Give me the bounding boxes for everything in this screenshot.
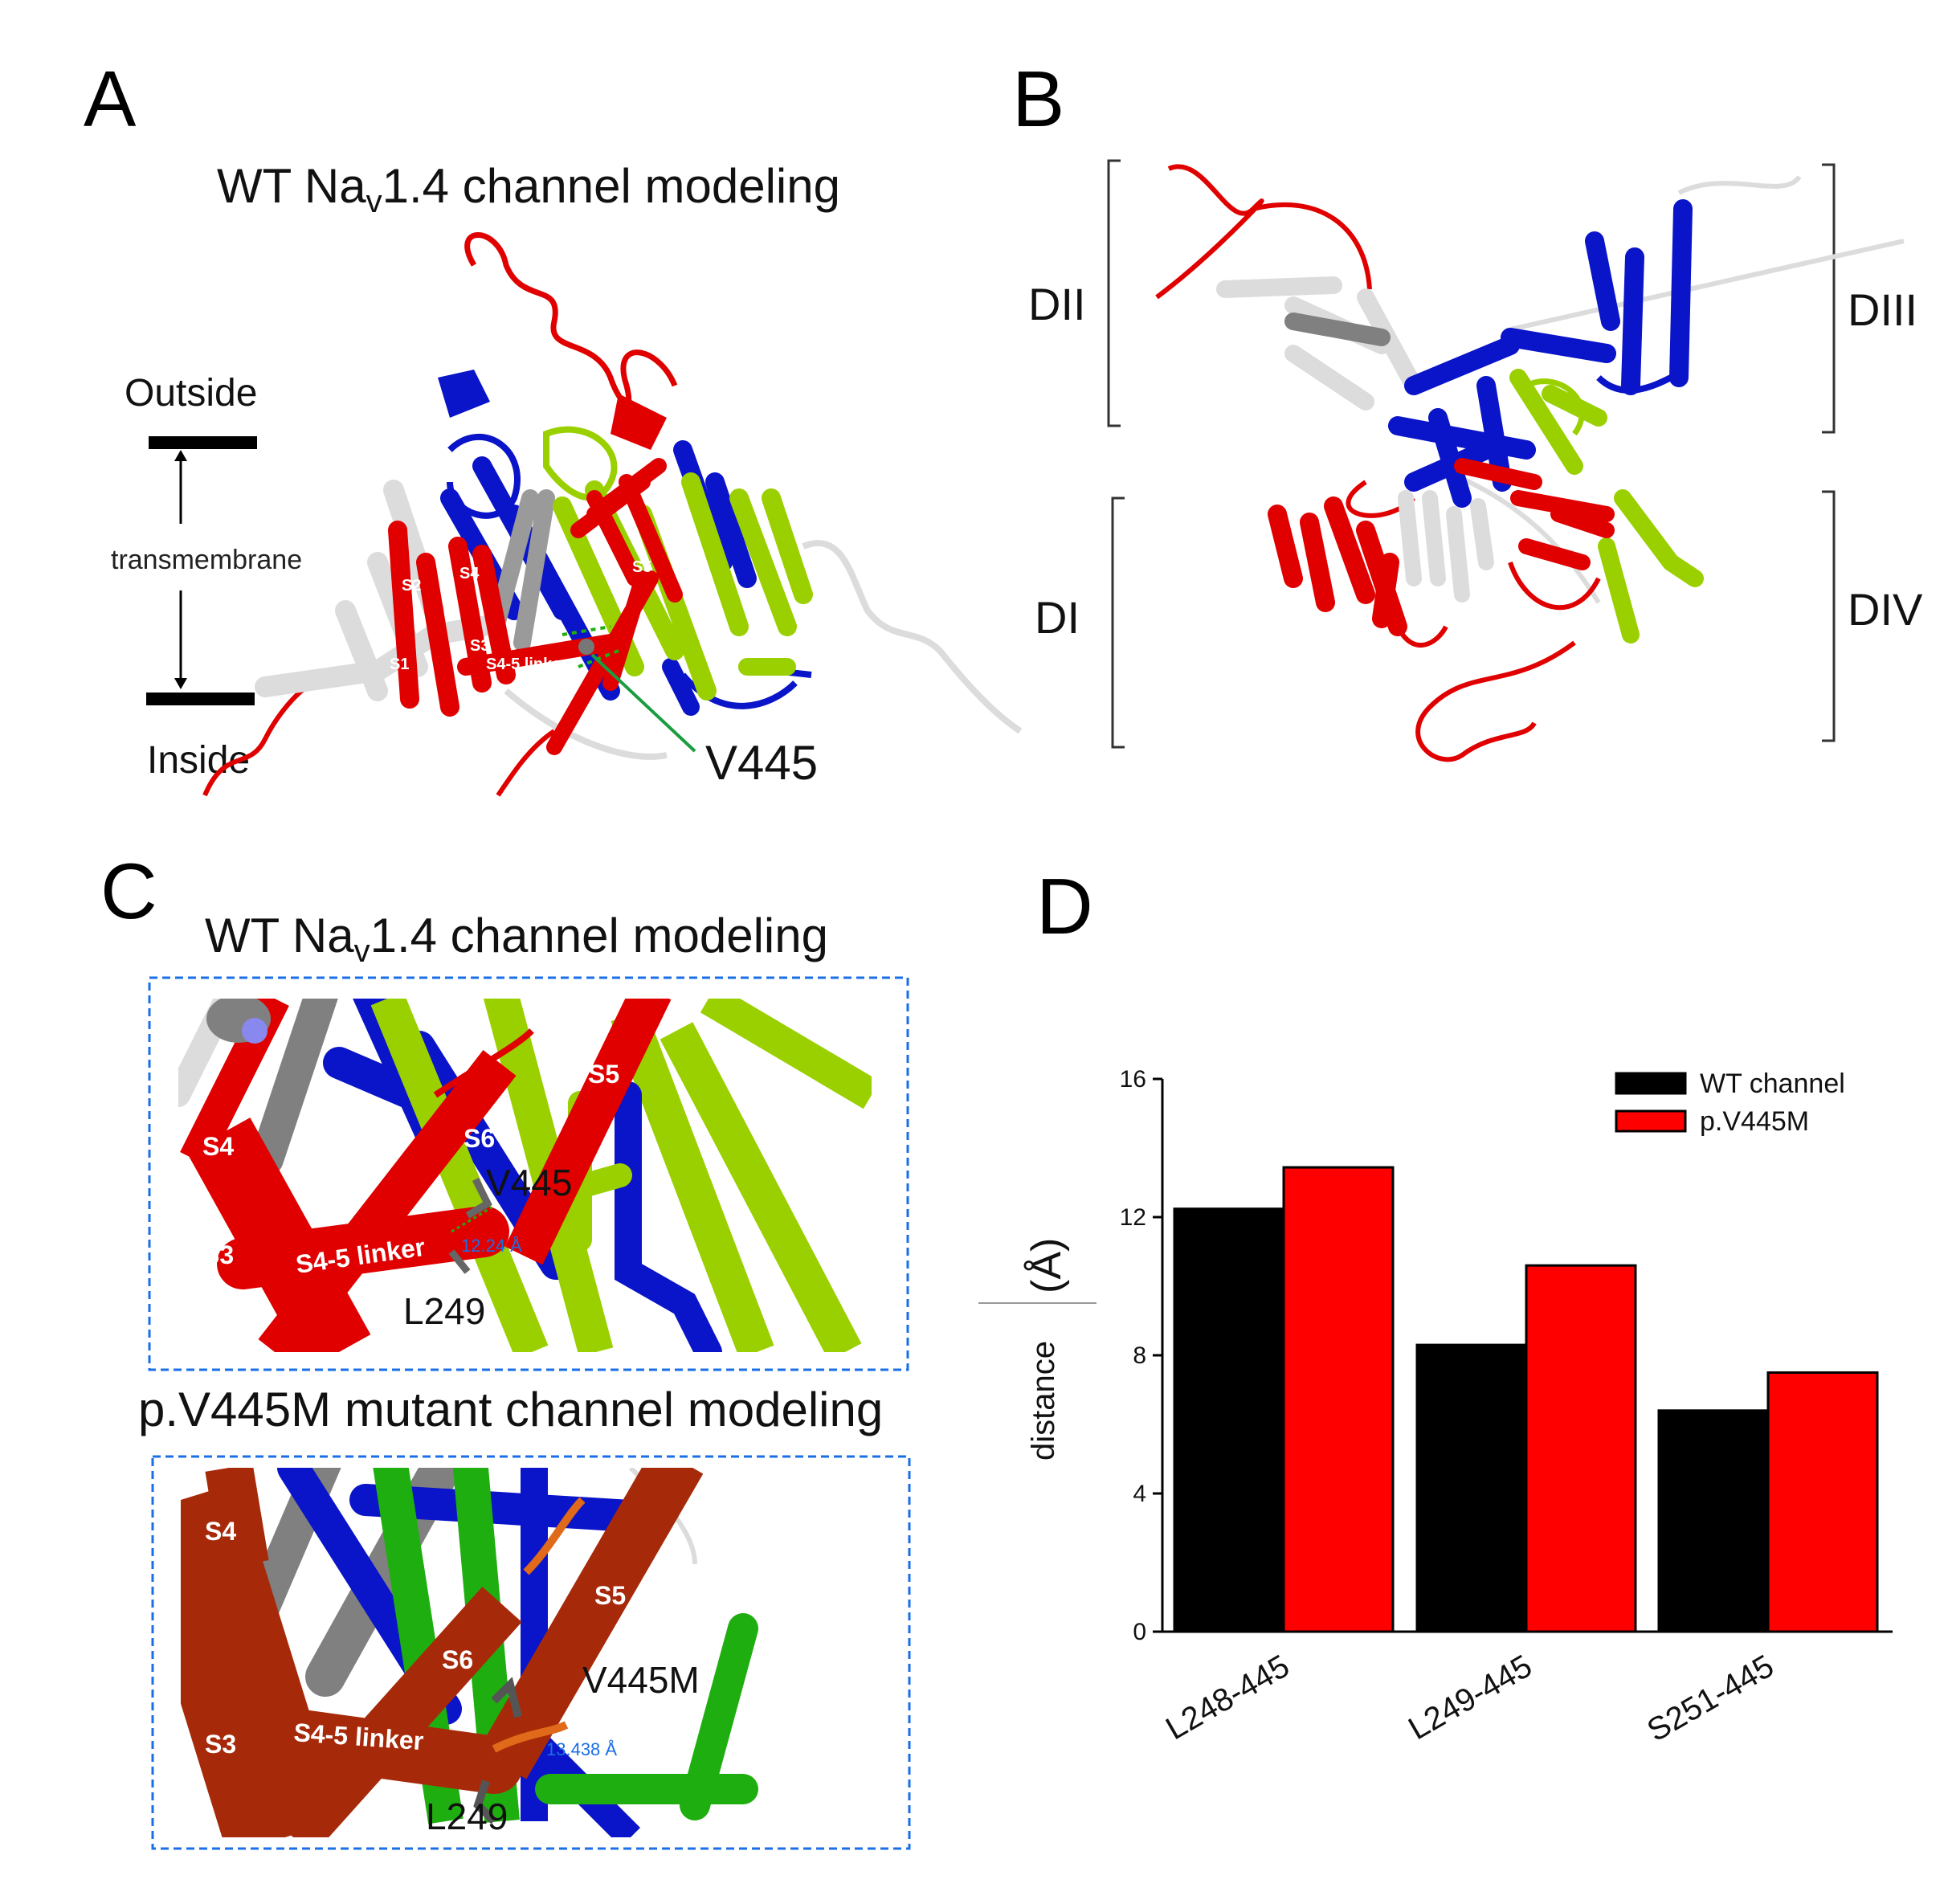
wt-s6-label: S6 xyxy=(464,1124,495,1153)
panel-b-label: B xyxy=(1012,55,1064,143)
legend-label: WT channel xyxy=(1700,1068,1845,1099)
panel-c-mutant-title: p.V445M mutant channel modeling xyxy=(138,1383,883,1436)
domain-div-label: DIV xyxy=(1848,584,1923,635)
bracket-div xyxy=(1822,490,1836,742)
wt-s3-label: S3 xyxy=(202,1240,234,1269)
svg-text:S4: S4 xyxy=(459,565,480,582)
wt-s5-label: S5 xyxy=(588,1060,619,1089)
svg-text:S2: S2 xyxy=(402,577,421,594)
residue-v445-label: V445 xyxy=(705,736,818,790)
x-category-label: L248-445 xyxy=(1160,1649,1295,1747)
mutant-s5-label: S5 xyxy=(594,1581,626,1610)
svg-text:S5: S5 xyxy=(632,558,651,576)
wt-distance-label: 12.24 Å xyxy=(461,1236,522,1256)
inside-membrane-bar xyxy=(146,693,255,705)
panel-d: D 0 4 8 12 16 L248-445 L249-445 S251-445 dista… xyxy=(978,862,1893,1749)
domain-dii-label: DII xyxy=(1028,279,1086,329)
channel-structure-b xyxy=(1155,164,1905,762)
wt-residue-label: V445 xyxy=(486,1162,572,1203)
bracket-di xyxy=(1111,496,1125,749)
x-category-label: S251-445 xyxy=(1641,1649,1779,1749)
svg-text:S3: S3 xyxy=(470,637,489,655)
legend-swatch xyxy=(1615,1072,1687,1095)
svg-text:S1: S1 xyxy=(390,656,409,673)
wt-zoom-frame xyxy=(148,976,909,1371)
panel-d-label: D xyxy=(1036,862,1093,950)
panel-c-label: C xyxy=(100,847,157,935)
svg-text:S4-5 linker: S4-5 linker xyxy=(486,656,567,673)
bar-wt-l249-445 xyxy=(1415,1343,1528,1633)
y-tick-label: 16 xyxy=(1120,1066,1146,1093)
channel-structure-a: S2 S1 S3 S4 S5 S6 S4-5 linker xyxy=(202,232,1023,797)
chart-legend: WT channel p.V445M xyxy=(1615,1068,1845,1137)
panel-a: A WT Nav1.4 channel modeling Outside tra… xyxy=(84,55,1023,797)
transmembrane-label: transmembrane xyxy=(111,545,302,575)
panel-a-title: WT Nav1.4 channel modeling xyxy=(217,159,840,219)
bracket-diii xyxy=(1822,163,1836,434)
bar-mutant-l249-445 xyxy=(1525,1264,1637,1633)
y-tick-label: 0 xyxy=(1133,1619,1146,1645)
panel-a-label: A xyxy=(84,55,137,143)
mutant-zoom-view: S4 S3 S5 S6 S4-5 linker 13.438 Å V445M L… xyxy=(181,1468,854,1837)
mutant-s4-label: S4 xyxy=(205,1517,236,1546)
bar-mutant-l248-445 xyxy=(1282,1166,1395,1633)
wt-zoom-view: S4 S3 S5 S6 S4-5 linker 12.24 Å V445 L24… xyxy=(178,999,872,1352)
panel-c: C WT Nav1.4 channel modeling S4 S3 xyxy=(100,847,911,1850)
x-category-label: L249-445 xyxy=(1403,1649,1538,1747)
arrow-down-head xyxy=(174,678,187,689)
outside-label: Outside xyxy=(125,372,257,415)
y-tick-label: 12 xyxy=(1120,1204,1146,1231)
bar-mutant-s251-445 xyxy=(1766,1371,1879,1633)
panel-c-wt-title: WT Nav1.4 channel modeling xyxy=(205,909,828,969)
mutant-zoom-frame xyxy=(151,1455,911,1850)
mutant-distance-label: 13.438 Å xyxy=(546,1739,617,1759)
bar-wt-s251-445 xyxy=(1657,1409,1770,1633)
wt-s4-label: S4 xyxy=(202,1132,234,1161)
y-axis-label: distance xyxy=(1026,1341,1061,1461)
mutant-s6-label: S6 xyxy=(442,1645,473,1674)
legend-label: p.V445M xyxy=(1700,1106,1809,1137)
domain-di-label: DI xyxy=(1035,592,1080,643)
bracket-dii xyxy=(1107,159,1121,427)
y-tick-label: 4 xyxy=(1133,1481,1146,1507)
mutant-s3-label: S3 xyxy=(205,1730,236,1759)
legend-swatch xyxy=(1615,1109,1687,1133)
outside-membrane-bar xyxy=(149,436,257,449)
svg-text:S6: S6 xyxy=(532,688,551,706)
panel-b: B DII DIII DI DIV xyxy=(1012,55,1923,762)
mutant-residue-label: V445M xyxy=(582,1659,700,1701)
bar-wt-l248-445 xyxy=(1173,1207,1285,1633)
wt-partner-label: L249 xyxy=(403,1290,485,1332)
y-axis-unit: (Å) xyxy=(1023,1238,1070,1293)
arrow-up-head xyxy=(174,450,187,461)
domain-diii-label: DIII xyxy=(1848,284,1917,335)
bar-chart: 0 4 8 12 16 L248-445 L249-445 S251-445 distanc… xyxy=(978,1066,1893,1749)
mutant-partner-label: L249 xyxy=(426,1796,508,1837)
y-tick-label: 8 xyxy=(1133,1342,1146,1369)
